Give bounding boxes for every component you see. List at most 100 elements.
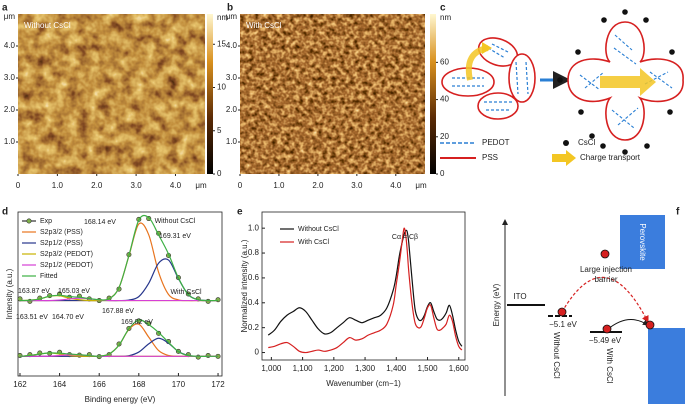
layer-label: ITO bbox=[513, 292, 526, 301]
level-label: −5.49 eV bbox=[589, 336, 622, 345]
y-axis-label: Normalized intensity (a.u.) bbox=[240, 239, 249, 332]
x-tick-label: 3.0 bbox=[131, 181, 143, 190]
y-tick-label: 0.4 bbox=[248, 298, 260, 307]
x-tick-label: 1,400 bbox=[386, 364, 407, 373]
layer-label: Perovskite bbox=[638, 223, 647, 261]
legend-text: Charge transport bbox=[580, 153, 641, 162]
data-line bbox=[19, 297, 219, 302]
x-tick-label: 164 bbox=[53, 380, 67, 389]
annotation: With CsCl bbox=[170, 289, 202, 296]
image-label: With CsCl bbox=[246, 21, 282, 30]
x-tick-label: 1,000 bbox=[261, 364, 282, 373]
data-point bbox=[205, 298, 211, 304]
data-point bbox=[205, 352, 211, 358]
legend-text: With CsCl bbox=[298, 239, 330, 246]
panel-label: c bbox=[440, 3, 446, 14]
annotation: 165.03 eV bbox=[58, 288, 90, 295]
colorbar bbox=[430, 14, 436, 174]
y-tick-label: 0.6 bbox=[248, 273, 260, 282]
axis-unit: μm bbox=[226, 12, 238, 21]
panel-c-drawing bbox=[440, 9, 684, 166]
x-tick-label: 2.0 bbox=[91, 181, 103, 190]
x-tick-label: 1,200 bbox=[324, 364, 345, 373]
annotation: 163.87 eV bbox=[18, 288, 50, 295]
y-tick-label: 0 bbox=[255, 348, 260, 357]
y-tick-label: 3.0 bbox=[4, 73, 16, 82]
level-label: −5.1 eV bbox=[549, 320, 577, 329]
y-tick-label: 0.8 bbox=[248, 248, 260, 257]
y-tick-label: 2.0 bbox=[4, 105, 16, 114]
legend-text: CsCl bbox=[578, 138, 596, 147]
data-line bbox=[19, 354, 219, 357]
colorbar-tick-label: 20 bbox=[440, 132, 449, 141]
colorbar-tick-label: 10 bbox=[217, 83, 226, 92]
y-tick-label: 1.0 bbox=[4, 137, 16, 146]
annotation: 164.70 eV bbox=[52, 314, 84, 321]
axis-label: Energy (eV) bbox=[492, 283, 501, 326]
axis-unit: μm bbox=[4, 12, 16, 21]
colorbar-tick-label: 60 bbox=[440, 57, 449, 66]
x-tick-label: 168 bbox=[132, 380, 146, 389]
y-tick-label: 4.0 bbox=[226, 41, 238, 50]
data-line bbox=[19, 214, 219, 302]
y-tick-label: 4.0 bbox=[4, 41, 16, 50]
x-tick-label: 1,500 bbox=[418, 364, 439, 373]
panel-f-drawing bbox=[502, 215, 685, 404]
colorbar bbox=[207, 14, 213, 174]
data-point bbox=[17, 352, 23, 358]
colorbar-tick-label: 40 bbox=[440, 95, 449, 104]
annotation: Large injection bbox=[580, 265, 632, 274]
y-tick-label: 0.2 bbox=[248, 323, 260, 332]
data-line bbox=[267, 229, 463, 347]
panel-label: d bbox=[2, 207, 8, 218]
colorbar-unit: nm bbox=[440, 13, 451, 22]
annotation: barrier bbox=[594, 275, 617, 284]
x-tick-label: 1.0 bbox=[273, 181, 285, 190]
x-axis-label: Binding energy (eV) bbox=[85, 395, 156, 404]
y-tick-label: 1.0 bbox=[226, 137, 238, 146]
axis-unit: μm bbox=[195, 181, 207, 190]
panel-label: a bbox=[2, 3, 8, 14]
panel-label: b bbox=[227, 3, 233, 14]
panel-label: e bbox=[237, 207, 243, 218]
afm-image bbox=[240, 14, 425, 174]
legend-text: PSS bbox=[482, 153, 498, 162]
annotation: 167.88 eV bbox=[102, 308, 134, 315]
x-tick-label: 170 bbox=[172, 380, 186, 389]
x-tick-label: 4.0 bbox=[170, 181, 182, 190]
x-tick-label: 1,600 bbox=[449, 364, 470, 373]
y-tick-label: 1.0 bbox=[248, 223, 260, 232]
axis-unit: μm bbox=[415, 181, 427, 190]
static-text: a b c d e f PEDOT PSS CsCl Charge transp… bbox=[2, 3, 680, 384]
annotation: 168.14 eV bbox=[84, 219, 116, 226]
x-tick-label: 1,300 bbox=[355, 364, 376, 373]
plot-frame bbox=[261, 211, 466, 361]
y-axis-label: Intensity (a.u.) bbox=[5, 268, 14, 319]
y-tick-label: 2.0 bbox=[226, 105, 238, 114]
x-tick-label: 2.0 bbox=[312, 181, 324, 190]
legend-text: S2p3/2 (PSS) bbox=[40, 229, 83, 236]
x-axis-label: Wavenumber (cm−1) bbox=[326, 379, 401, 388]
x-tick-label: 1.0 bbox=[52, 181, 64, 190]
legend-text: S2p1/2 (PEDOT) bbox=[40, 262, 93, 269]
x-tick-label: 1,100 bbox=[293, 364, 314, 373]
colorbar-tick-label: 0 bbox=[217, 169, 222, 178]
data-point bbox=[215, 297, 221, 303]
afm-image bbox=[18, 14, 205, 174]
x-tick-label: 166 bbox=[93, 380, 107, 389]
colorbar-tick-label: 0 bbox=[440, 169, 445, 178]
x-tick-label: 162 bbox=[13, 380, 27, 389]
colorbar-tick-label: 15 bbox=[217, 39, 226, 48]
legend-text: Without CsCl bbox=[298, 226, 339, 233]
legend-text: S2p3/2 (PEDOT) bbox=[40, 251, 93, 258]
legend-text: Exp bbox=[40, 218, 52, 225]
annotation: Without CsCl bbox=[155, 218, 196, 225]
annotation: 169.02 eV bbox=[121, 319, 153, 326]
x-tick-label: 0 bbox=[16, 181, 21, 190]
colorbar-unit: nm bbox=[217, 13, 228, 22]
x-tick-label: 172 bbox=[211, 380, 225, 389]
condition-label: With CsCl bbox=[605, 348, 614, 384]
x-tick-label: 4.0 bbox=[390, 181, 402, 190]
legend-swatch bbox=[26, 218, 32, 224]
